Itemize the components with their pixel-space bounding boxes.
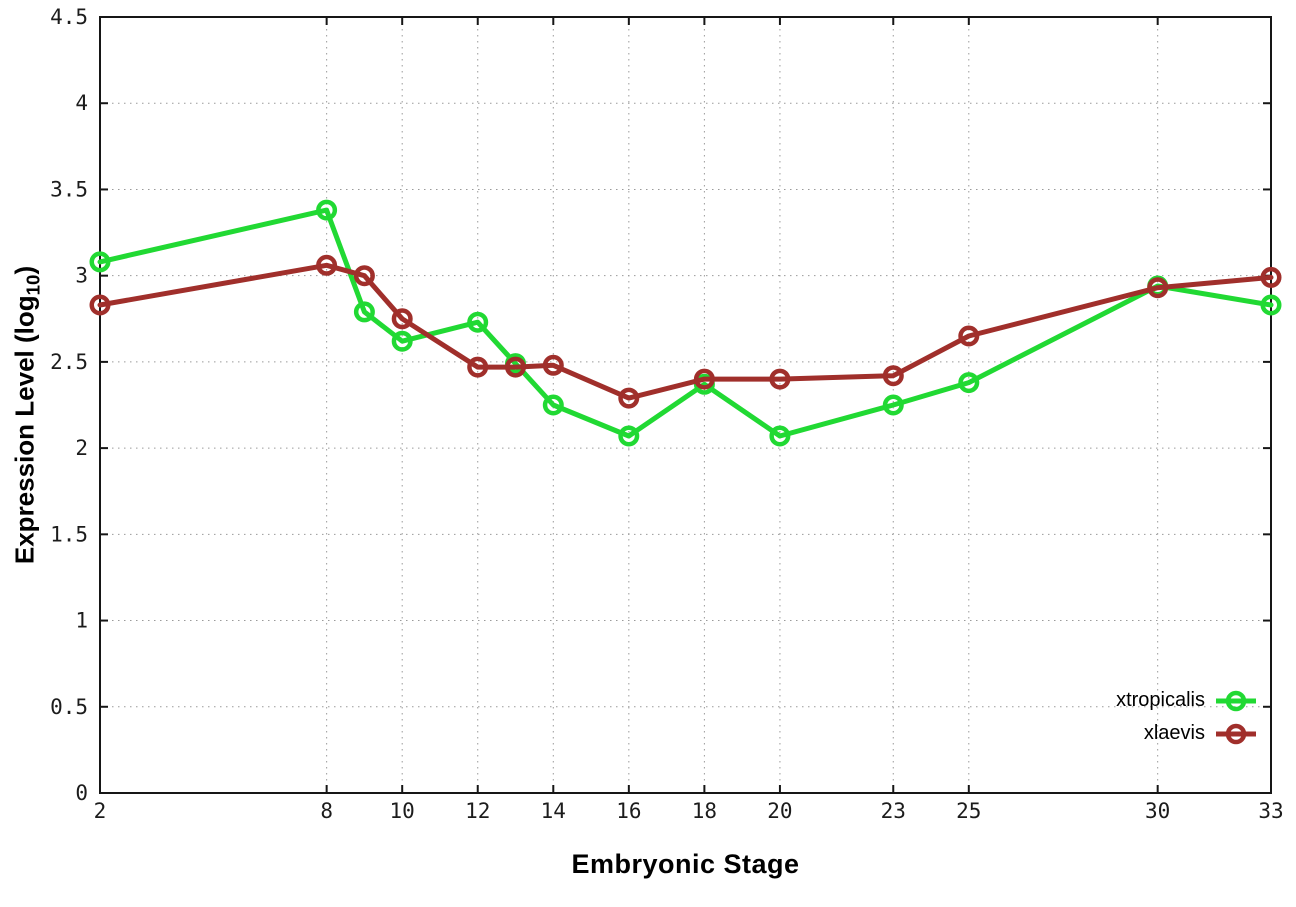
marker-xtropicalis: [769, 425, 791, 447]
series-line-xlaevis: [97, 262, 1274, 401]
legend-marker-xlaevis: [1216, 723, 1256, 744]
plot-border: [99, 16, 1272, 794]
x-tick-label: 20: [767, 799, 792, 823]
x-tick-label: 8: [320, 799, 333, 823]
y-tick-label: 2.5: [50, 350, 88, 374]
x-axis-title: Embryonic Stage: [571, 849, 800, 879]
marker-xlaevis: [353, 265, 375, 287]
y-tick-label: 4: [75, 91, 88, 115]
marker-xlaevis: [505, 356, 526, 378]
x-tick-label: 18: [692, 799, 717, 823]
marker-xlaevis: [769, 368, 791, 390]
marker-xlaevis: [1147, 277, 1169, 299]
marker-xtropicalis: [618, 425, 640, 447]
marker-xlaevis: [391, 308, 413, 330]
marker-xlaevis: [89, 294, 111, 316]
x-tick-label: 2: [94, 799, 107, 823]
marker-xlaevis: [1260, 266, 1282, 288]
y-tick-label: 4.5: [50, 5, 88, 29]
marker-xtropicalis: [316, 199, 338, 221]
legend-item-xtropicalis: xtropicalis: [1116, 684, 1257, 717]
marker-xtropicalis: [467, 311, 489, 333]
marker-xtropicalis: [882, 394, 904, 416]
legend-marker-xtropicalis: [1216, 690, 1256, 711]
legend-item-xlaevis: xlaevis: [1116, 717, 1257, 750]
y-tick-label: 0: [75, 781, 88, 805]
legend: xtropicalis xlaevis: [1116, 684, 1257, 750]
y-axis-title-text: Expression Level (log: [9, 295, 40, 565]
x-tick-label: 30: [1145, 799, 1170, 823]
y-tick-label: 3: [75, 264, 88, 288]
marker-xtropicalis: [89, 251, 111, 273]
y-axis-title: Expression Level (log10): [9, 266, 44, 564]
y-tick-label: 1: [75, 609, 88, 633]
marker-xlaevis: [618, 387, 640, 409]
x-tick-label: 12: [465, 799, 490, 823]
series-line-xtropicalis: [97, 207, 1274, 439]
x-tick-label: 23: [881, 799, 906, 823]
x-tick-label: 10: [390, 799, 415, 823]
legend-label-xlaevis: xlaevis: [1143, 722, 1205, 744]
marker-xtropicalis: [542, 394, 564, 416]
y-axis-title-close: ): [9, 265, 40, 275]
x-tick-label: 14: [541, 799, 566, 823]
marker-xlaevis: [693, 368, 715, 390]
marker-xlaevis: [958, 325, 980, 347]
marker-xtropicalis: [391, 330, 413, 352]
marker-xlaevis: [316, 254, 338, 276]
marker-xtropicalis: [353, 301, 375, 323]
marker-xlaevis: [542, 354, 564, 376]
marker-xtropicalis: [958, 372, 980, 394]
y-axis-title-subscript: 10: [22, 274, 44, 296]
x-tick-label: 33: [1258, 799, 1283, 823]
x-tick-label: 16: [616, 799, 641, 823]
y-tick-label: 2: [75, 436, 88, 460]
marker-xlaevis: [467, 356, 489, 378]
legend-label-xtropicalis: xtropicalis: [1116, 689, 1205, 711]
y-tick-label: 1.5: [50, 522, 88, 546]
marker-xlaevis: [882, 365, 904, 387]
x-tick-label: 25: [956, 799, 981, 823]
y-tick-label: 3.5: [50, 177, 88, 201]
y-tick-label: 0.5: [50, 695, 88, 719]
marker-xtropicalis: [1260, 294, 1282, 316]
